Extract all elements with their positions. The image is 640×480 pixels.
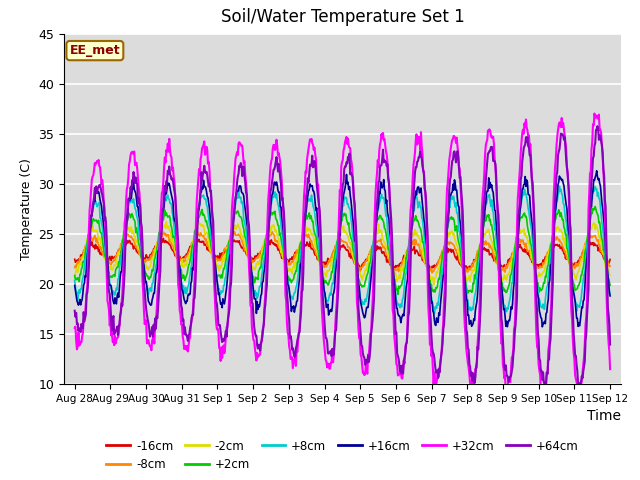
+8cm [408,221,415,227]
-2cm [430,282,438,288]
+64cm [541,388,549,394]
+2cm [136,243,143,249]
+8cm [136,237,143,242]
-16cm [357,267,365,273]
-8cm [190,238,198,243]
-8cm [409,238,417,244]
+32cm [423,233,431,239]
X-axis label: Time: Time [587,409,621,423]
+2cm [218,275,226,281]
Line: -8cm: -8cm [75,231,610,273]
+16cm [606,293,614,299]
-2cm [424,262,431,268]
+2cm [591,204,599,209]
-16cm [136,250,143,255]
Line: +16cm: +16cm [75,171,610,327]
+64cm [606,342,614,348]
+8cm [606,291,614,297]
+8cm [190,242,198,248]
-8cm [606,263,614,269]
-16cm [606,256,614,262]
-2cm [71,273,79,279]
-8cm [136,252,143,258]
-16cm [191,240,198,245]
-2cm [606,273,614,278]
+64cm [71,308,79,313]
-8cm [424,265,432,271]
-2cm [190,235,198,241]
+64cm [408,233,415,239]
+2cm [71,273,79,278]
Line: -2cm: -2cm [75,221,610,285]
+32cm [136,190,143,196]
+16cm [71,283,79,288]
+16cm [218,305,226,311]
+64cm [136,201,143,207]
-16cm [159,236,167,241]
+8cm [556,183,563,189]
+32cm [81,314,88,320]
+2cm [81,258,88,264]
-2cm [195,218,202,224]
+64cm [81,319,88,324]
+32cm [218,355,226,361]
+32cm [71,325,79,331]
Line: +8cm: +8cm [75,186,610,313]
+16cm [190,257,198,263]
-2cm [136,246,143,252]
+64cm [190,296,198,302]
-8cm [230,228,238,234]
Legend: -16cm, -8cm, -2cm, +2cm, +8cm, +16cm, +32cm, +64cm: -16cm, -8cm, -2cm, +2cm, +8cm, +16cm, +3… [102,435,583,476]
+2cm [606,282,614,288]
+16cm [81,281,88,287]
+16cm [136,216,143,221]
+64cm [218,339,226,345]
Title: Soil/Water Temperature Set 1: Soil/Water Temperature Set 1 [221,9,464,26]
-2cm [408,233,416,239]
+16cm [408,227,415,232]
+32cm [606,366,614,372]
+2cm [394,291,402,297]
-16cm [219,250,227,256]
-2cm [219,255,227,261]
+8cm [81,264,88,269]
Line: -16cm: -16cm [75,239,610,270]
-16cm [81,249,88,255]
+32cm [502,392,509,398]
-16cm [424,263,432,269]
+8cm [71,278,79,284]
-16cm [71,256,79,262]
+32cm [408,200,415,206]
Text: EE_met: EE_met [70,44,120,57]
+8cm [423,260,431,265]
+2cm [424,265,431,271]
-16cm [409,247,417,253]
Line: +64cm: +64cm [75,126,610,391]
-2cm [81,250,88,255]
+32cm [591,111,598,117]
+16cm [538,324,546,330]
Line: +32cm: +32cm [75,114,610,395]
+8cm [218,289,226,295]
+2cm [408,224,416,229]
-8cm [71,265,79,271]
+2cm [190,239,198,244]
+64cm [593,123,601,129]
-8cm [356,270,364,276]
+16cm [423,244,431,250]
+8cm [431,311,438,316]
+64cm [423,218,431,224]
Y-axis label: Temperature (C): Temperature (C) [20,158,33,260]
-8cm [218,253,226,259]
-8cm [81,248,88,253]
+16cm [593,168,600,174]
Line: +2cm: +2cm [75,206,610,294]
+32cm [190,289,198,295]
